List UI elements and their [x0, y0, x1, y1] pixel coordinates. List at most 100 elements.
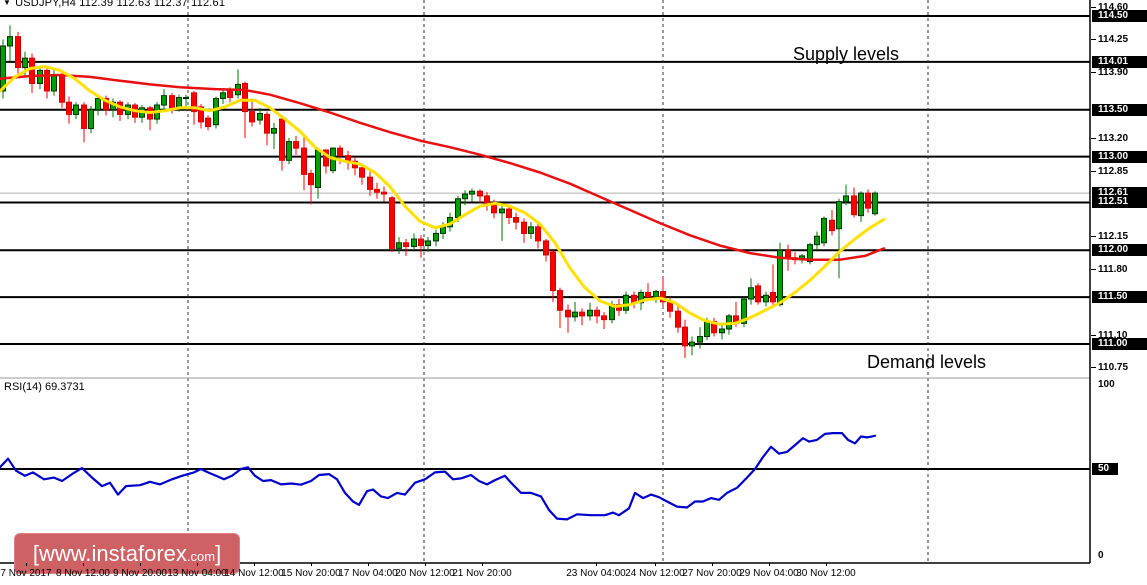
axis-tick-mark: [1091, 39, 1096, 40]
watermark-open-bracket: [: [32, 540, 39, 566]
time-tick-mark: [254, 563, 255, 566]
bull-candle: [425, 240, 431, 247]
price-tick-label: 112.15: [1091, 231, 1147, 242]
bear-candle: [293, 141, 299, 149]
bear-candle: [418, 238, 424, 247]
bull-candle: [499, 208, 505, 214]
bull-candle: [286, 141, 292, 161]
time-axis: 7 Nov 2017 8 Nov 12:00 9 Nov 20:00 13 Nov 0…: [0, 563, 1147, 585]
bear-candle: [550, 251, 556, 292]
bull-candle: [843, 195, 849, 203]
bear-candle: [865, 192, 871, 209]
axis-tick-mark: [1091, 72, 1096, 73]
price-level-badge: 112.00: [1092, 244, 1147, 256]
bear-candle: [506, 208, 512, 218]
bull-candle: [836, 201, 842, 230]
time-tick-mark: [655, 563, 656, 566]
time-tick-label: 8 Nov 12:00: [56, 568, 110, 579]
bear-candle: [579, 311, 585, 317]
bear-candle: [103, 97, 109, 111]
chart-symbol-marker-icon: ▼: [3, 0, 12, 7]
watermark-close-bracket: ]: [215, 540, 222, 566]
bull-candle: [161, 95, 167, 106]
time-tick-mark: [596, 563, 597, 566]
watermark-text: www.instaforex: [38, 540, 187, 566]
bull-candle: [88, 109, 94, 129]
bull-candle: [587, 309, 593, 317]
bear-candle: [645, 291, 651, 298]
bear-candle: [227, 90, 233, 99]
bull-candle: [821, 217, 827, 244]
price-tick-label: 111.80: [1091, 264, 1147, 275]
bear-candle: [59, 75, 65, 103]
bear-candle: [205, 117, 211, 128]
axis-tick-mark: [1091, 7, 1096, 8]
bear-candle: [44, 69, 50, 92]
time-tick-mark: [83, 563, 84, 566]
watermark-tld: .com: [186, 549, 216, 564]
time-tick-label: 7 Nov 2017: [0, 568, 52, 579]
slow-ma-line: [0, 73, 886, 261]
bear-candle: [374, 188, 380, 193]
price-tick-label: 113.20: [1091, 133, 1147, 144]
bull-candle: [462, 193, 468, 200]
bull-candle: [7, 36, 13, 47]
bull-candle: [719, 328, 725, 334]
bear-candle: [381, 191, 387, 195]
bull-candle: [0, 45, 6, 92]
supply-levels-annotation: Supply levels: [793, 44, 900, 64]
bull-candle: [22, 57, 28, 69]
bull-candle: [572, 311, 578, 318]
axis-tick-mark: [1091, 236, 1096, 237]
rsi-tick-label: 0: [1098, 550, 1104, 561]
time-tick-mark: [368, 563, 369, 566]
bear-candle: [249, 111, 255, 123]
price-tick-label: 112.85: [1091, 166, 1147, 177]
bull-candle: [777, 249, 783, 306]
bull-candle: [455, 198, 461, 218]
bull-candle: [872, 192, 878, 215]
rsi-line: [0, 432, 877, 521]
price-tick-label: 110.75: [1091, 362, 1147, 373]
bear-candle: [785, 249, 791, 259]
bear-candle: [359, 167, 365, 178]
bull-candle: [697, 336, 703, 343]
bear-candle: [242, 82, 248, 113]
time-tick-label: 14 Nov 12:00: [224, 568, 284, 579]
price-level-badge: 112.51: [1092, 196, 1147, 208]
bull-candle: [469, 190, 475, 195]
price-tick-label: 114.60: [1091, 2, 1147, 13]
bull-candle: [396, 242, 402, 249]
bear-candle: [601, 315, 607, 321]
time-tick-mark: [482, 563, 483, 566]
time-tick-label: 27 Nov 20:00: [682, 568, 742, 579]
bull-candle: [213, 97, 219, 126]
bear-candle: [198, 106, 204, 123]
time-tick-mark: [311, 563, 312, 566]
time-tick-label: 17 Nov 04:00: [338, 568, 398, 579]
bull-candle: [653, 291, 659, 298]
bear-candle: [682, 326, 688, 347]
axis-tick-mark: [1091, 138, 1096, 139]
axis-tick-mark: [1091, 367, 1096, 368]
bear-candle: [367, 176, 373, 190]
bear-candle: [770, 291, 776, 303]
bear-candle: [513, 216, 519, 223]
time-tick-mark: [140, 563, 141, 566]
bear-candle: [521, 221, 527, 234]
bear-candle: [557, 290, 563, 311]
instaforex-watermark[interactable]: [ www.instaforex .com ]: [14, 533, 240, 574]
bear-candle: [403, 242, 409, 248]
price-level-badge: 113.00: [1092, 151, 1147, 163]
rsi-level-badge: 50: [1092, 463, 1118, 475]
time-tick-label: 21 Nov 20:00: [452, 568, 512, 579]
bull-candle: [411, 238, 417, 248]
bear-candle: [389, 197, 395, 249]
time-tick-label: 15 Nov 20:00: [281, 568, 341, 579]
chart-title-text: USDJPY,H4 112.39 112.63 112.37 112.61: [15, 0, 226, 9]
price-level-badge: 114.01: [1092, 56, 1147, 68]
bear-candle: [535, 226, 541, 242]
rsi-tick-label: 100: [1098, 379, 1115, 390]
bear-candle: [477, 190, 483, 197]
